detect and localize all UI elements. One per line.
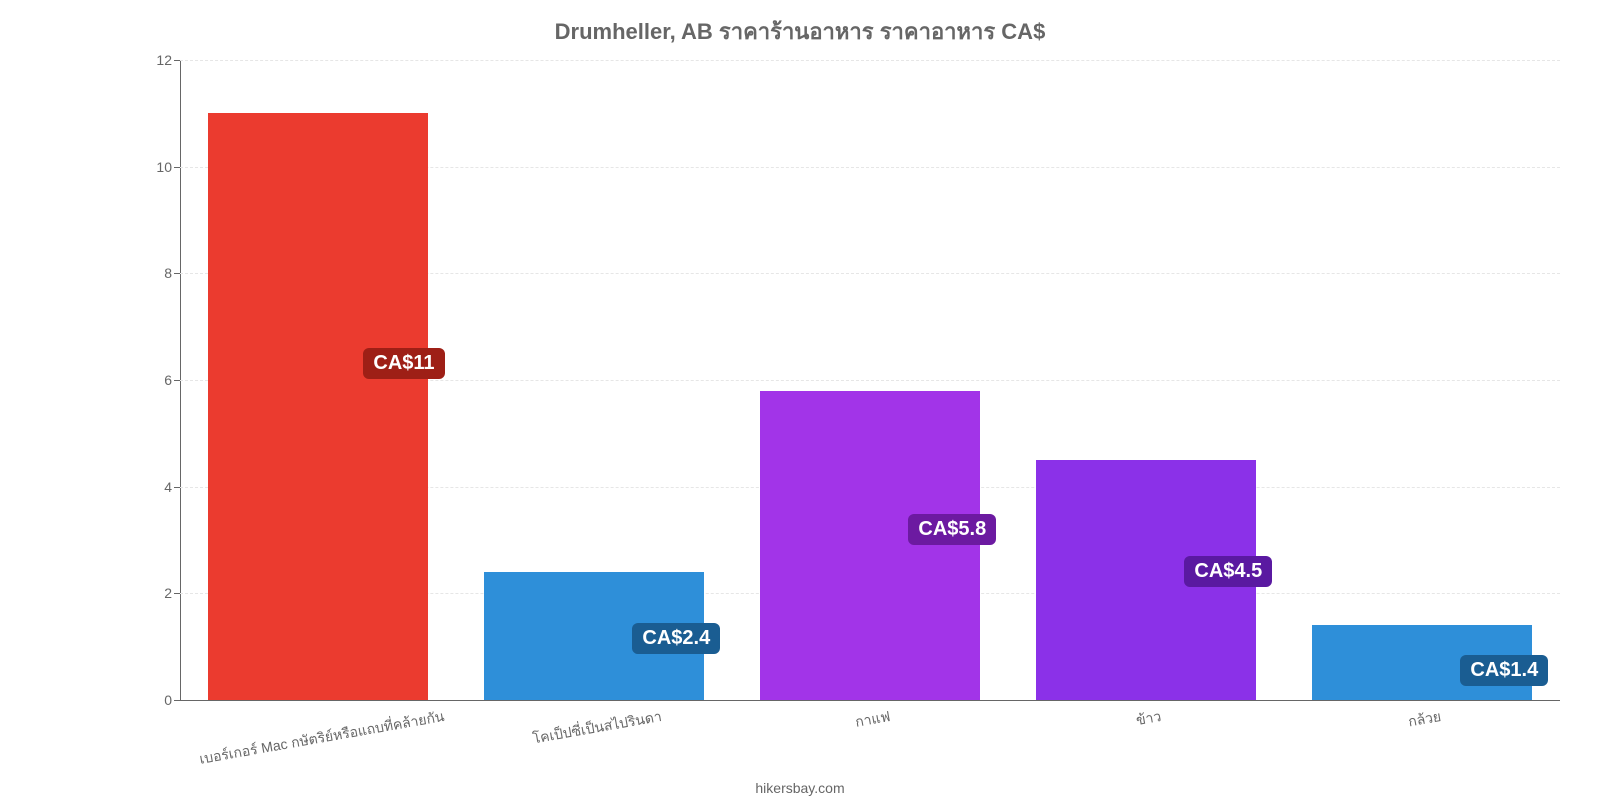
bar-value-label: CA$4.5: [1184, 556, 1272, 587]
x-tick-label: ข้าว: [1134, 706, 1163, 732]
x-tick-label: เบอร์เกอร์ Mac กษัตริย์หรือแถบที่คล้ายกั…: [198, 706, 446, 771]
bar-value-label: CA$1.4: [1460, 655, 1548, 686]
y-tick-mark: [174, 487, 180, 488]
bar-value-label: CA$5.8: [908, 514, 996, 545]
y-tick-mark: [174, 167, 180, 168]
chart-title: Drumheller, AB ราคาร้านอาหาร ราคาอาหาร C…: [0, 0, 1600, 49]
gridline: [180, 60, 1560, 61]
y-tick-mark: [174, 700, 180, 701]
chart-credit: hikersbay.com: [0, 780, 1600, 796]
y-tick-mark: [174, 380, 180, 381]
y-tick-mark: [174, 593, 180, 594]
x-tick-label: โคเป็ปซี่เป็นสไปรินดา: [530, 706, 663, 750]
bar-value-label: CA$11: [363, 348, 444, 379]
y-tick-mark: [174, 60, 180, 61]
x-tick-label: กาแฟ: [853, 706, 892, 734]
bar: [760, 391, 981, 700]
x-tick-label: กล้วย: [1406, 706, 1442, 733]
plot-area: 024681012CA$11เบอร์เกอร์ Mac กษัตริย์หรื…: [180, 60, 1560, 700]
bar-value-label: CA$2.4: [632, 623, 720, 654]
x-axis-line: [180, 700, 1560, 701]
bar: [208, 113, 429, 700]
chart-container: Drumheller, AB ราคาร้านอาหาร ราคาอาหาร C…: [0, 0, 1600, 800]
y-tick-mark: [174, 273, 180, 274]
